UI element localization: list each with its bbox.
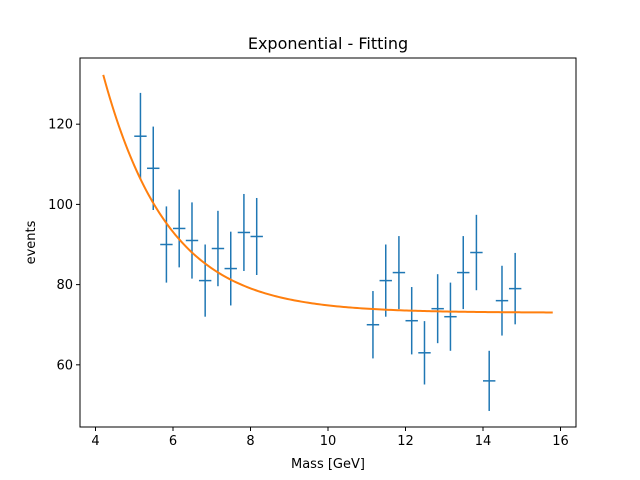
data-point: [366, 291, 380, 359]
data-point: [418, 321, 431, 385]
y-axis: 60 80 100 120: [48, 118, 80, 373]
x-tick-label: 14: [475, 434, 492, 449]
x-tick-label: 10: [320, 434, 337, 449]
data-point: [444, 282, 457, 351]
x-tick-label: 12: [397, 434, 414, 449]
x-axis-label: Mass [GeV]: [291, 457, 365, 472]
data-point: [134, 92, 147, 180]
data-point: [224, 231, 237, 306]
data-point: [495, 265, 509, 336]
data-point: [198, 244, 212, 317]
data-point: [431, 274, 444, 344]
y-tick-label: 100: [48, 198, 73, 213]
y-tick-label: 60: [56, 358, 73, 373]
data-point: [392, 236, 406, 310]
data-point: [470, 214, 483, 291]
x-tick-label: 16: [552, 434, 569, 449]
data-point: [173, 189, 186, 268]
data-point: [405, 287, 418, 355]
data-point: [160, 206, 173, 283]
data-point: [237, 193, 251, 271]
x-tick-label: 8: [246, 434, 254, 449]
data-point: [457, 236, 470, 310]
fit-curve: [102, 74, 553, 314]
data-point: [185, 202, 199, 279]
y-tick-label: 80: [56, 278, 73, 293]
y-axis-label: events: [24, 220, 39, 264]
chart-title: Exponential - Fitting: [248, 34, 408, 53]
x-tick-label: 4: [91, 434, 99, 449]
x-axis: 4 6 8 10 12 14 16: [91, 427, 569, 449]
data-point: [483, 350, 496, 411]
data-point: [250, 197, 263, 275]
plot-area: [102, 74, 553, 411]
data-point: [211, 210, 225, 287]
x-tick-label: 6: [169, 434, 177, 449]
data-point: [147, 126, 160, 211]
data-point: [379, 244, 392, 317]
y-tick-label: 120: [48, 118, 73, 133]
